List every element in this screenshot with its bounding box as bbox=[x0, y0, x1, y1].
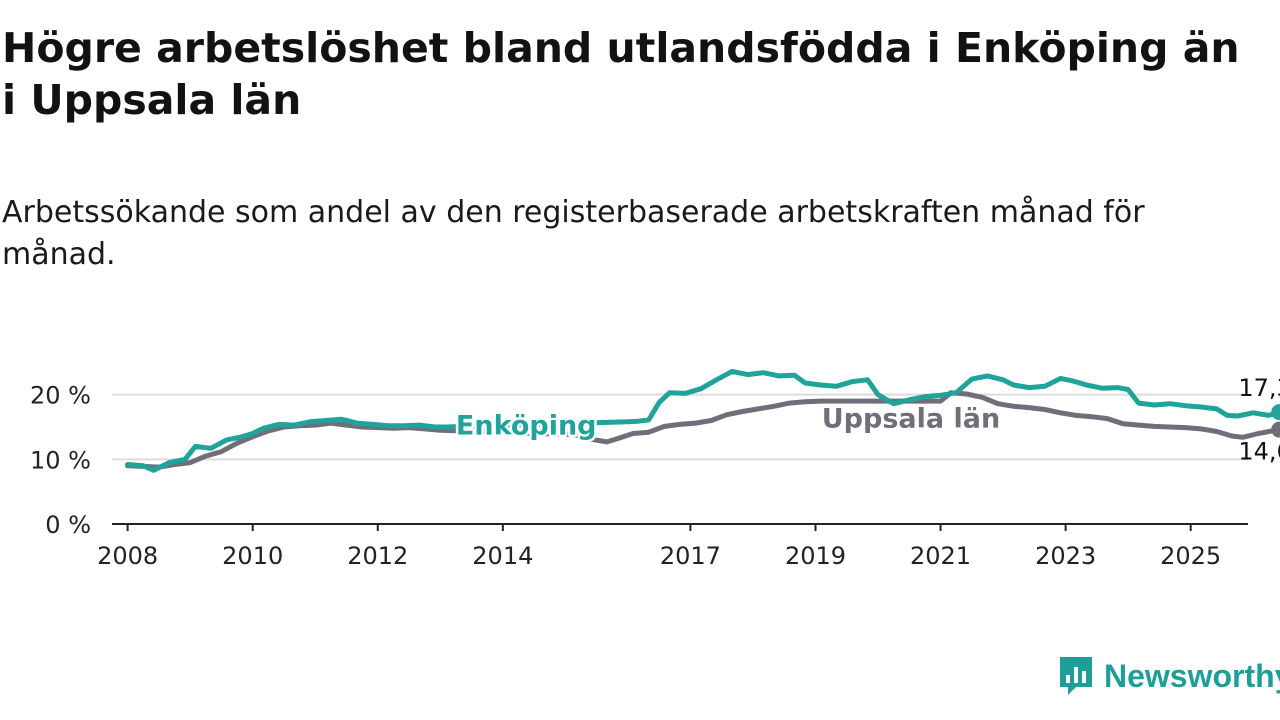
series-name-label: Uppsala län bbox=[822, 403, 1000, 434]
chart-subtitle: Arbetssökande som andel av den registerb… bbox=[2, 195, 1145, 272]
series-name-label: Enköping bbox=[456, 410, 597, 441]
x-tick-label: 2019 bbox=[785, 542, 846, 570]
x-tick-label: 2008 bbox=[97, 542, 158, 570]
series-line-uppsala-l-n bbox=[125, 390, 1280, 470]
end-point-marker bbox=[1271, 404, 1280, 421]
x-tick-label: 2012 bbox=[347, 542, 408, 570]
end-point-marker bbox=[1271, 421, 1280, 438]
axes: 0 % 10 % 20 % 2008 2010 2012 2014 2017 2019 2021 2… bbox=[30, 382, 1248, 570]
x-tick-label: 2014 bbox=[472, 542, 533, 570]
x-tick-label: 2021 bbox=[910, 542, 971, 570]
y-tick-label: 0 % bbox=[45, 511, 91, 539]
chart-title: Högre arbetslöshet bland utlandsfödda i … bbox=[2, 24, 1240, 124]
x-tick-label: 2017 bbox=[660, 542, 721, 570]
bar-chart-logo-icon bbox=[1060, 657, 1092, 695]
x-tick-label: 2023 bbox=[1035, 542, 1096, 570]
x-tick-label: 2010 bbox=[222, 542, 283, 570]
end-value-label: 14,6 % bbox=[1238, 438, 1280, 466]
series-lines bbox=[125, 368, 1280, 473]
y-tick-label: 20 % bbox=[30, 382, 91, 410]
brand-logo: Newsworthy bbox=[1058, 654, 1280, 698]
y-tick-label: 10 % bbox=[30, 446, 91, 474]
x-tick-label: 2025 bbox=[1160, 542, 1221, 570]
series-labels: 17,3 % 14,6 % Enköping Uppsala län bbox=[453, 374, 1280, 466]
series-line-enk-ping bbox=[125, 368, 1280, 473]
end-value-label: 17,3 % bbox=[1238, 374, 1280, 402]
brand-name: Newsworthy bbox=[1104, 657, 1280, 694]
